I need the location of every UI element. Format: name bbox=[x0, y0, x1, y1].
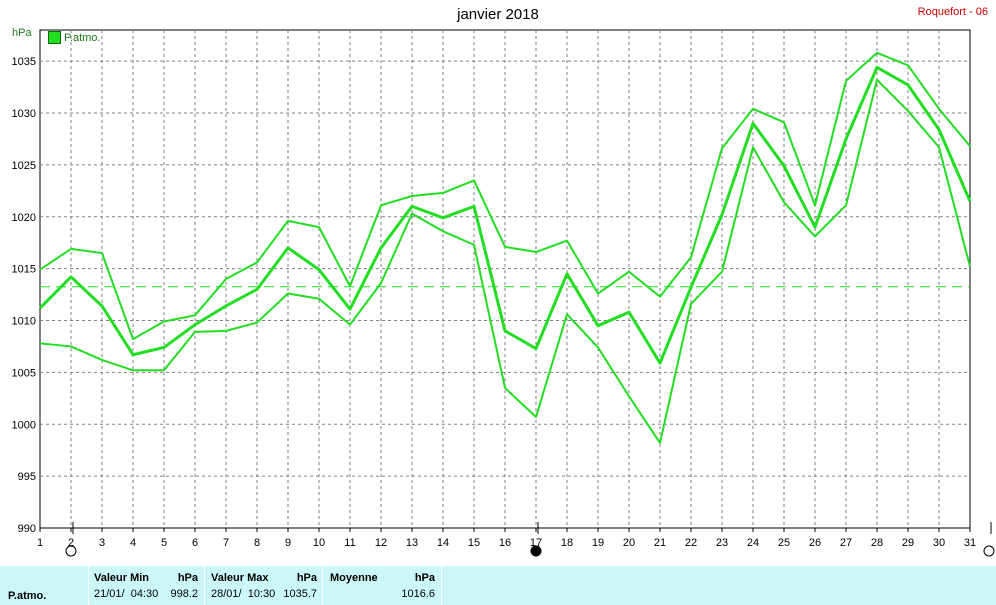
x-tick-label: 26 bbox=[809, 537, 821, 549]
legend-label: P.atmo. bbox=[64, 31, 101, 44]
x-tick-label: 18 bbox=[561, 537, 573, 549]
min-unit: hPa bbox=[177, 572, 198, 584]
legend-swatch bbox=[48, 31, 61, 44]
x-tick-label: 8 bbox=[254, 537, 260, 549]
min-header: Valeur Min bbox=[94, 572, 150, 584]
x-tick-label: 11 bbox=[344, 537, 355, 549]
x-tick-label: 1 bbox=[37, 537, 43, 549]
avg-unit: hPa bbox=[414, 572, 435, 584]
x-tick-label: 5 bbox=[161, 537, 167, 549]
series-line-moyenne bbox=[38, 65, 972, 365]
x-tick-label: 27 bbox=[840, 537, 852, 549]
full-moon-icon bbox=[983, 545, 995, 557]
x-tick-label: 15 bbox=[468, 537, 480, 549]
y-tick-label: 995 bbox=[18, 471, 36, 483]
stats-label-cell: P.atmo. bbox=[0, 566, 89, 605]
y-tick-label: 990 bbox=[18, 523, 36, 535]
y-axis-unit: hPa bbox=[12, 27, 32, 39]
x-tick-label: 25 bbox=[778, 537, 790, 549]
y-tick-label: 1030 bbox=[12, 108, 36, 120]
chart-title: janvier 2018 bbox=[457, 6, 539, 23]
max-value: 1035.7 bbox=[283, 588, 317, 600]
x-tick-label: 16 bbox=[499, 537, 511, 549]
x-tick-label: 9 bbox=[285, 537, 291, 549]
stats-avg-cell: Moyenne hPa 1016.6 bbox=[323, 566, 442, 605]
x-tick-label: 22 bbox=[685, 537, 697, 549]
x-tick-label: 24 bbox=[747, 537, 759, 549]
full-moon-icon bbox=[65, 545, 77, 557]
x-tick-label: 4 bbox=[130, 537, 136, 549]
stats-table: P.atmo. Valeur Min hPa 21/01/ 04:30 998.… bbox=[0, 566, 996, 605]
series-line-max bbox=[39, 51, 971, 341]
y-tick-label: 1015 bbox=[12, 264, 36, 276]
x-tick-label: 12 bbox=[375, 537, 387, 549]
new-moon-icon bbox=[530, 545, 542, 557]
min-date: 21/01/ 04:30 bbox=[94, 588, 159, 600]
x-tick-label: 13 bbox=[406, 537, 418, 549]
x-tick-label: 10 bbox=[313, 537, 325, 549]
legend: P.atmo. bbox=[48, 31, 101, 44]
station-name: Roquefort - 06 bbox=[917, 6, 988, 18]
y-tick-label: 1035 bbox=[12, 56, 36, 68]
stats-row-label: P.atmo. bbox=[8, 590, 47, 602]
x-tick-label: 3 bbox=[99, 537, 105, 549]
x-tick-label: 20 bbox=[623, 537, 635, 549]
stats-max-cell: Valeur Max hPa 28/01/ 10:30 1035.7 bbox=[205, 566, 323, 605]
y-tick-label: 1020 bbox=[12, 212, 36, 224]
x-tick-label: 7 bbox=[223, 537, 229, 549]
x-tick-label: 23 bbox=[716, 537, 728, 549]
y-tick-label: 1025 bbox=[12, 160, 36, 172]
max-date: 28/01/ 10:30 bbox=[211, 588, 276, 600]
x-tick-label: 31 bbox=[964, 537, 976, 549]
x-tick-label: 29 bbox=[902, 537, 914, 549]
x-tick-label: 28 bbox=[871, 537, 883, 549]
max-header: Valeur Max bbox=[211, 572, 269, 584]
x-tick-label: 2 bbox=[68, 537, 74, 549]
min-value: 998.2 bbox=[170, 588, 198, 600]
avg-header: Moyenne bbox=[330, 572, 378, 584]
y-tick-label: 1000 bbox=[12, 419, 36, 431]
y-tick-label: 1005 bbox=[12, 367, 36, 379]
x-tick-label: 14 bbox=[437, 537, 449, 549]
x-tick-label: 6 bbox=[192, 537, 198, 549]
x-tick-label: 30 bbox=[933, 537, 945, 549]
series-line-min bbox=[39, 78, 971, 444]
avg-value: 1016.6 bbox=[401, 588, 435, 600]
x-tick-label: 17 bbox=[530, 537, 542, 549]
max-unit: hPa bbox=[296, 572, 317, 584]
stats-min-cell: Valeur Min hPa 21/01/ 04:30 998.2 bbox=[89, 566, 205, 605]
x-tick-label: 21 bbox=[654, 537, 666, 549]
y-tick-label: 1010 bbox=[12, 316, 36, 328]
x-tick-label: 19 bbox=[592, 537, 604, 549]
